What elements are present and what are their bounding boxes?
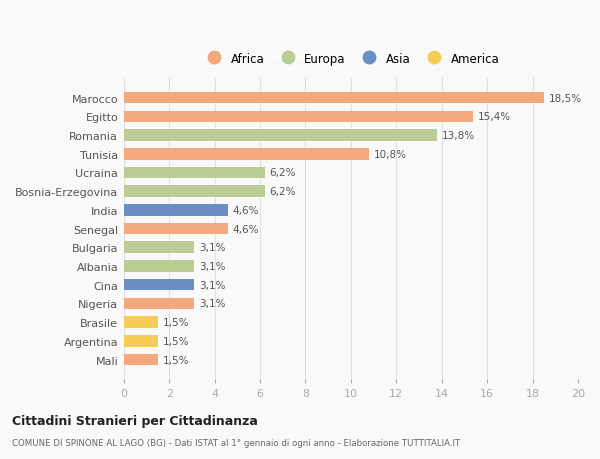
Bar [124,317,158,328]
Bar [124,168,265,179]
Text: 4,6%: 4,6% [233,224,259,234]
Text: 6,2%: 6,2% [269,168,296,178]
Text: 4,6%: 4,6% [233,206,259,215]
Text: 15,4%: 15,4% [478,112,511,122]
Text: Cittadini Stranieri per Cittadinanza: Cittadini Stranieri per Cittadinanza [12,414,258,428]
Text: 10,8%: 10,8% [374,150,407,159]
Bar [124,186,265,197]
Bar [124,205,228,216]
Bar [124,223,228,235]
Bar [124,149,369,160]
Text: 1,5%: 1,5% [163,318,189,327]
Text: 1,5%: 1,5% [163,336,189,346]
Bar [124,298,194,309]
Legend: Africa, Europa, Asia, America: Africa, Europa, Asia, America [199,49,503,69]
Text: 3,1%: 3,1% [199,280,225,290]
Text: 6,2%: 6,2% [269,187,296,197]
Bar [124,242,194,253]
Bar [124,112,473,123]
Text: 13,8%: 13,8% [442,131,475,141]
Text: 3,1%: 3,1% [199,299,225,309]
Text: 18,5%: 18,5% [548,94,581,103]
Text: 3,1%: 3,1% [199,262,225,271]
Bar [124,354,158,365]
Text: 1,5%: 1,5% [163,355,189,365]
Text: 3,1%: 3,1% [199,243,225,253]
Bar [124,130,437,141]
Text: COMUNE DI SPINONE AL LAGO (BG) - Dati ISTAT al 1° gennaio di ogni anno - Elabora: COMUNE DI SPINONE AL LAGO (BG) - Dati IS… [12,438,460,447]
Bar [124,261,194,272]
Bar [124,93,544,104]
Bar [124,335,158,347]
Bar [124,279,194,291]
